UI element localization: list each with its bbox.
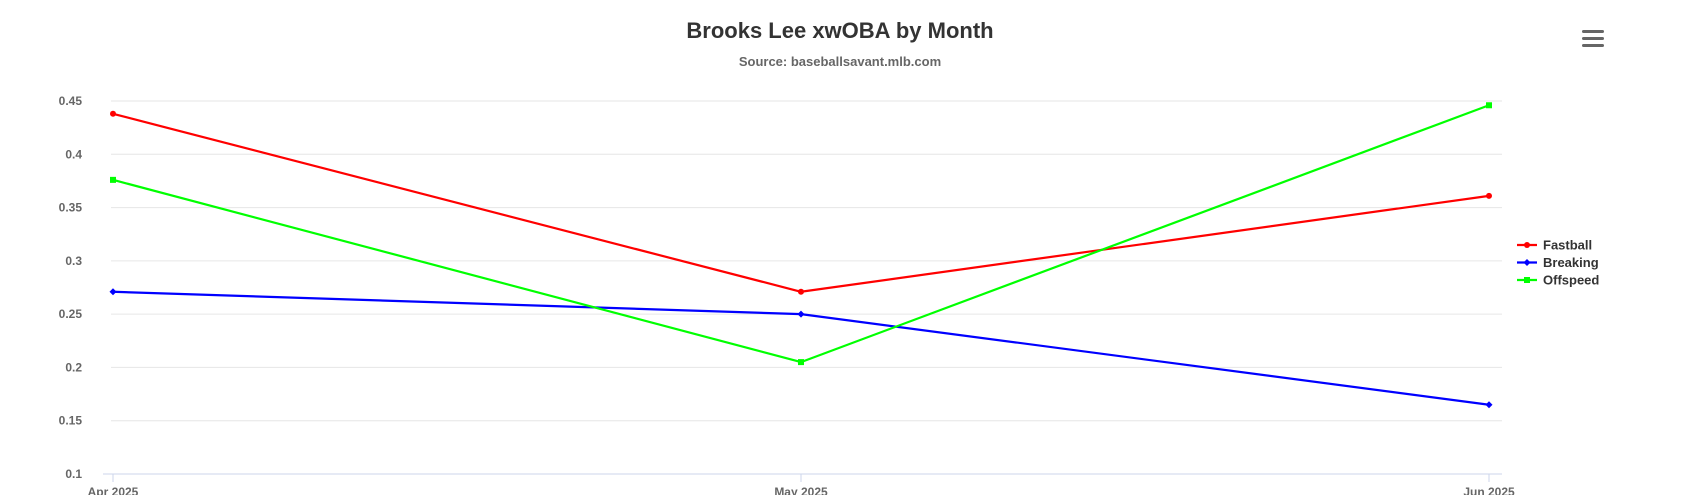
x-tick-label: May 2025 (774, 485, 828, 495)
hamburger-menu-icon (1582, 30, 1604, 47)
y-tick-label: 0.25 (59, 307, 83, 321)
y-tick-label: 0.3 (65, 254, 82, 268)
legend-label: Fastball (1543, 238, 1592, 253)
series-line-offspeed[interactable] (111, 104, 1491, 364)
data-point-fastball[interactable] (1486, 192, 1492, 199)
series-line-breaking[interactable] (111, 290, 1491, 406)
legend-item-fastball[interactable]: Fastball (1517, 238, 1592, 253)
context-menu-button[interactable] (1578, 24, 1608, 52)
x-tick-label: Jun 2025 (1463, 485, 1515, 495)
chart-subtitle: Source: baseballsavant.mlb.com (739, 54, 941, 69)
data-point-offspeed[interactable] (798, 359, 804, 366)
data-point-offspeed[interactable] (1486, 102, 1492, 109)
legend-label: Offspeed (1543, 273, 1599, 288)
series-breaking (109, 288, 1493, 409)
y-tick-label: 0.4 (65, 147, 82, 161)
y-tick-label: 0.2 (65, 360, 82, 374)
data-point-breaking[interactable] (1485, 401, 1493, 409)
legend-marker[interactable] (1524, 242, 1530, 248)
chart-title: Brooks Lee xwOBA by Month (686, 18, 993, 43)
grid-lines (111, 100, 1502, 422)
legend-item-breaking[interactable]: Breaking (1517, 255, 1599, 270)
y-axis: 0.1 0.15 0.2 0.25 0.3 0.35 0.4 0.45 (59, 94, 83, 481)
series-fastball (110, 110, 1492, 295)
y-tick-label: 0.15 (59, 414, 83, 428)
plot-series (109, 102, 1493, 409)
legend-item-offspeed[interactable]: Offspeed (1517, 273, 1599, 288)
data-point-offspeed[interactable] (110, 176, 116, 183)
y-tick-label: 0.45 (59, 94, 83, 108)
legend-label: Breaking (1543, 255, 1599, 270)
series-offspeed (110, 102, 1492, 366)
data-point-fastball[interactable] (110, 110, 116, 117)
legend: Fastball Breaking Offspeed (1517, 238, 1599, 288)
data-point-fastball[interactable] (798, 288, 804, 295)
data-point-breaking[interactable] (797, 310, 805, 318)
data-point-breaking[interactable] (109, 288, 117, 296)
legend-marker[interactable] (1523, 259, 1531, 266)
series-line-fastball[interactable] (111, 112, 1491, 293)
y-tick-label: 0.1 (65, 467, 82, 481)
x-axis: Apr 2025 May 2025 Jun 2025 (88, 473, 1515, 495)
y-tick-label: 0.35 (59, 201, 83, 215)
x-tick-label: Apr 2025 (88, 485, 139, 495)
legend-marker[interactable] (1524, 277, 1530, 283)
